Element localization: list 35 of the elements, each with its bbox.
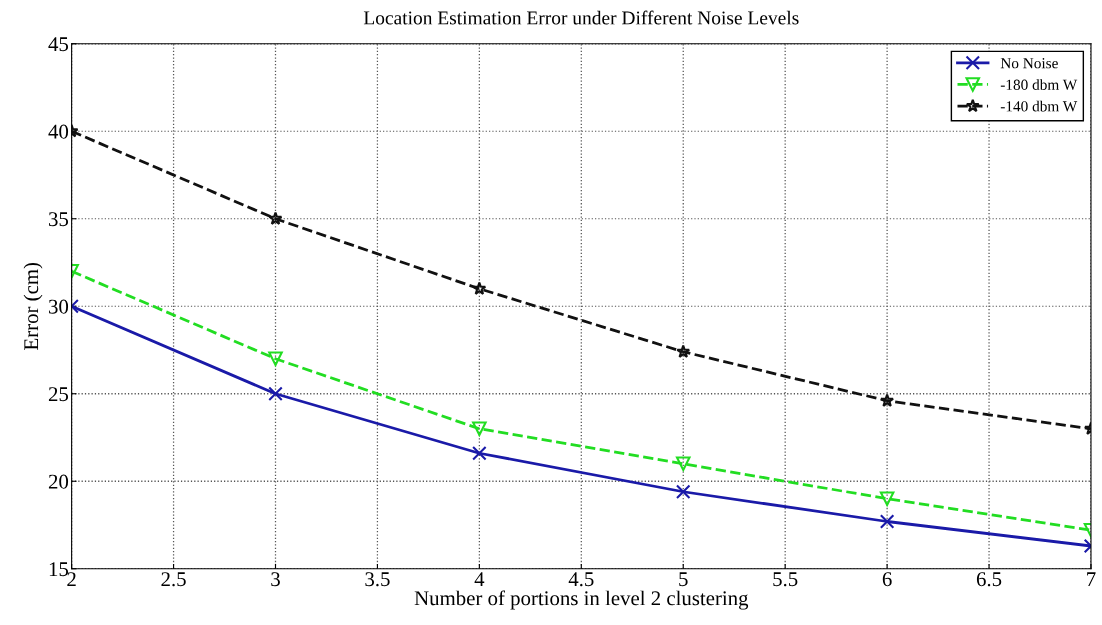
legend-label: No Noise [1000, 58, 1058, 69]
legend-label: -140 dbm W [1000, 100, 1078, 112]
x-tick-label: 4 [474, 572, 485, 586]
y-tick-label: 30 [49, 299, 69, 314]
x-tick-label: 4.5 [568, 572, 594, 587]
y-tick-label: 35 [49, 212, 69, 227]
x-tick-label: 2.5 [161, 572, 186, 587]
x-tick-label: 3.5 [365, 572, 390, 587]
point [879, 514, 895, 529]
legend-label: -180 dbm W [1000, 79, 1078, 91]
x-tick-label: 3 [271, 572, 280, 587]
x-tick-label: 2 [67, 572, 76, 586]
x-tick-label: 6 [882, 572, 892, 587]
point [675, 456, 691, 472]
point [268, 386, 283, 402]
y-tick-label: 40 [48, 124, 69, 139]
point [675, 484, 691, 500]
y-tick-label: 15 [49, 562, 69, 577]
y-tick-label: 20 [48, 474, 69, 489]
point [268, 351, 283, 367]
point [472, 281, 487, 295]
y-axis-title: Error (cm) [23, 262, 43, 350]
x-tick-label: 5.5 [773, 572, 798, 587]
point [268, 211, 283, 225]
x-tick-label: 6.5 [976, 572, 1002, 587]
chart-title: Location Estimation Error under Different Noise Levels [363, 10, 799, 25]
x-axis-title: Number of portions in level 2 clustering [414, 590, 749, 610]
point [879, 491, 895, 507]
point [472, 445, 487, 461]
y-tick-label: 25 [48, 387, 69, 402]
x-tick-label: 5 [679, 572, 688, 587]
x-tick-label: 7 [1087, 572, 1096, 586]
y-tick-label: 45 [48, 37, 69, 52]
point [676, 344, 691, 358]
point [472, 421, 487, 437]
